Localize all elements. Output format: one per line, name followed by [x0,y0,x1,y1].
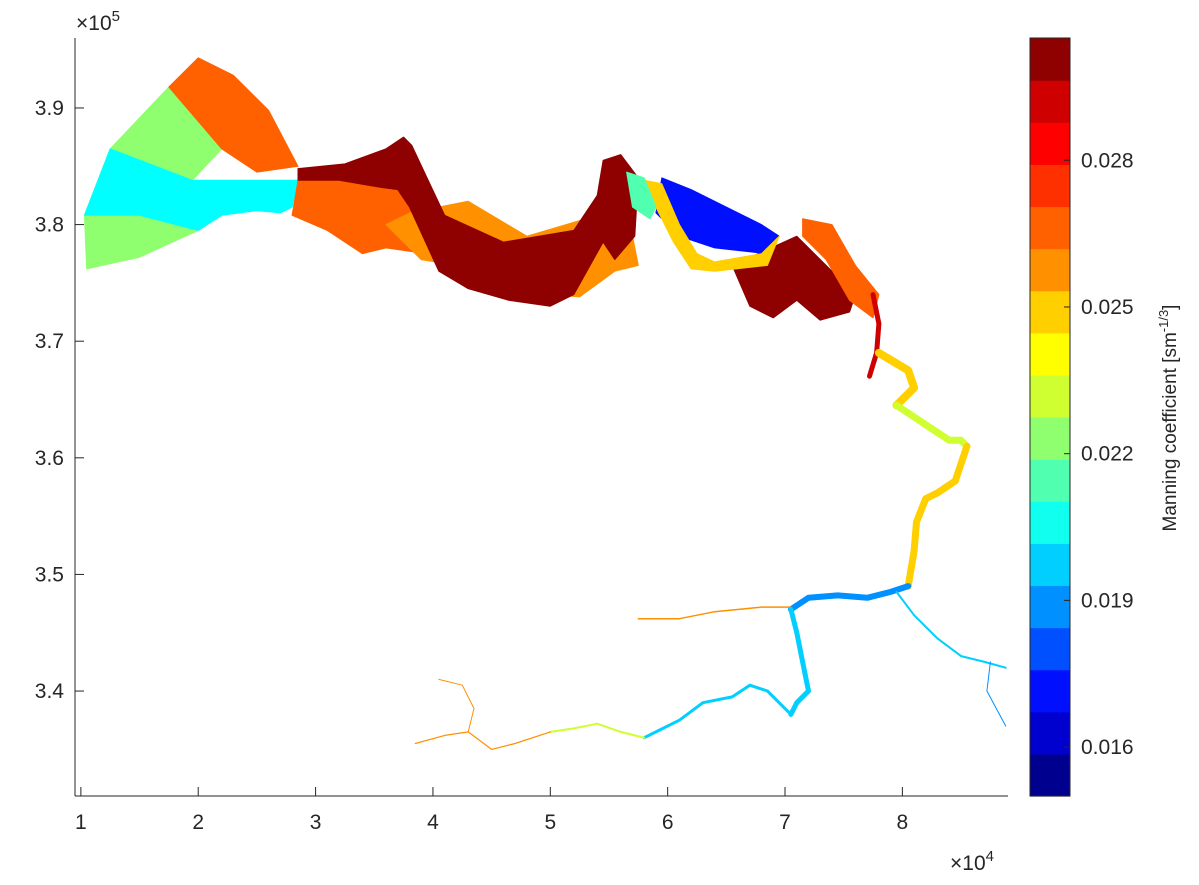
axes-area [75,38,1008,796]
colorbar-segment [1030,80,1070,123]
colorbar-tick-label: 0.019 [1081,589,1134,612]
channel-upper-river-4 [414,731,551,751]
region-bend-transition [626,171,657,220]
channel-upper-river-1 [788,606,811,717]
colorbar-tick-label: 0.022 [1081,443,1134,466]
channel-tidal-river-2 [893,401,971,450]
x-tick-label: 5 [544,811,556,834]
colorbar-segment [1030,585,1070,629]
y-tick-label: 3.7 [35,330,64,353]
colorbar-segment [1030,417,1070,460]
colorbar-segment [1030,627,1070,671]
x-multiplier-base: ×10 [950,852,986,875]
colorbar: 0.016 0.019 0.022 0.025 0.028 [1029,37,1134,797]
x-multiplier-exponent: 4 [986,848,994,865]
region-inner-channel [637,179,780,272]
colorbar-frame [1029,37,1071,797]
y-multiplier: ×105 [76,8,120,35]
y-multiplier-exponent: 5 [112,8,120,25]
channel-tributary-east [895,590,1007,669]
colorbar-segment [1030,543,1070,587]
colorbar-label-exponent: -1/3 [1156,310,1171,332]
channel-tidal-river-3 [904,442,971,590]
x-tick-label: 3 [310,811,322,834]
axes-background [75,38,1008,796]
region-estuary-mouth-center [83,148,299,231]
colorbar-segment [1030,332,1070,376]
colorbar-label-close: ] [1160,305,1181,310]
x-tick-label: 2 [192,811,204,834]
channel-upper-river-2 [642,683,793,740]
y-tick-label: 3.9 [35,97,64,120]
colorbar-segment [1030,501,1070,544]
region-upper-bend-east [802,218,880,319]
colorbar-segment [1030,374,1070,418]
y-tick-label: 3.4 [35,680,65,703]
colorbar-tick-label: 0.028 [1081,149,1134,172]
x-tick-label: 7 [779,811,791,834]
colorbar-segment [1030,711,1070,755]
colorbar-segment [1030,164,1070,208]
y-tick-label: 3.5 [35,563,64,586]
colorbar-segment [1030,459,1070,502]
colorbar-tick-label: 0.025 [1081,296,1134,319]
x-tick-label: 6 [662,811,674,834]
x-tick-label: 4 [427,811,439,834]
y-tick-label: 3.6 [35,447,64,470]
colorbar-segment [1030,248,1070,292]
colorbar-tick-label: 0.016 [1081,736,1134,759]
colorbar-segment [1030,669,1070,713]
channel-tributary-east-2 [986,661,1007,727]
colorbar-segment [1030,206,1070,250]
x-tick-label: 8 [897,811,909,834]
colorbar-segment [1030,753,1070,797]
channel-upper-river-3 [549,722,646,739]
colorbar-segment [1030,290,1070,334]
axes-layer: 1 2 3 4 5 6 7 8 3.4 3.5 3.6 3.7 3.8 3.9 [35,38,1008,834]
channel-tidal-river-1 [874,348,919,410]
channel-tidal-river-4 [787,583,912,613]
channel-upper-reach [867,292,882,379]
colorbar-label-text: Manning coefficient [sm [1160,332,1181,531]
region-estuary-mouth-far-north [168,57,299,173]
y-multiplier-base: ×10 [76,12,112,35]
colorbar-segment [1030,38,1070,81]
x-multiplier: ×104 [950,848,994,875]
colorbar-label: Manning coefficient [sm-1/3] [1156,305,1181,532]
region-main-channel [297,136,639,307]
channel-upper-river-5 [438,678,475,733]
colorbar-segment [1030,122,1070,165]
x-tick-label: 1 [75,811,87,834]
data-layer [83,57,1007,751]
channel-tributary-north [637,606,792,620]
y-tick-label: 3.8 [35,214,64,237]
